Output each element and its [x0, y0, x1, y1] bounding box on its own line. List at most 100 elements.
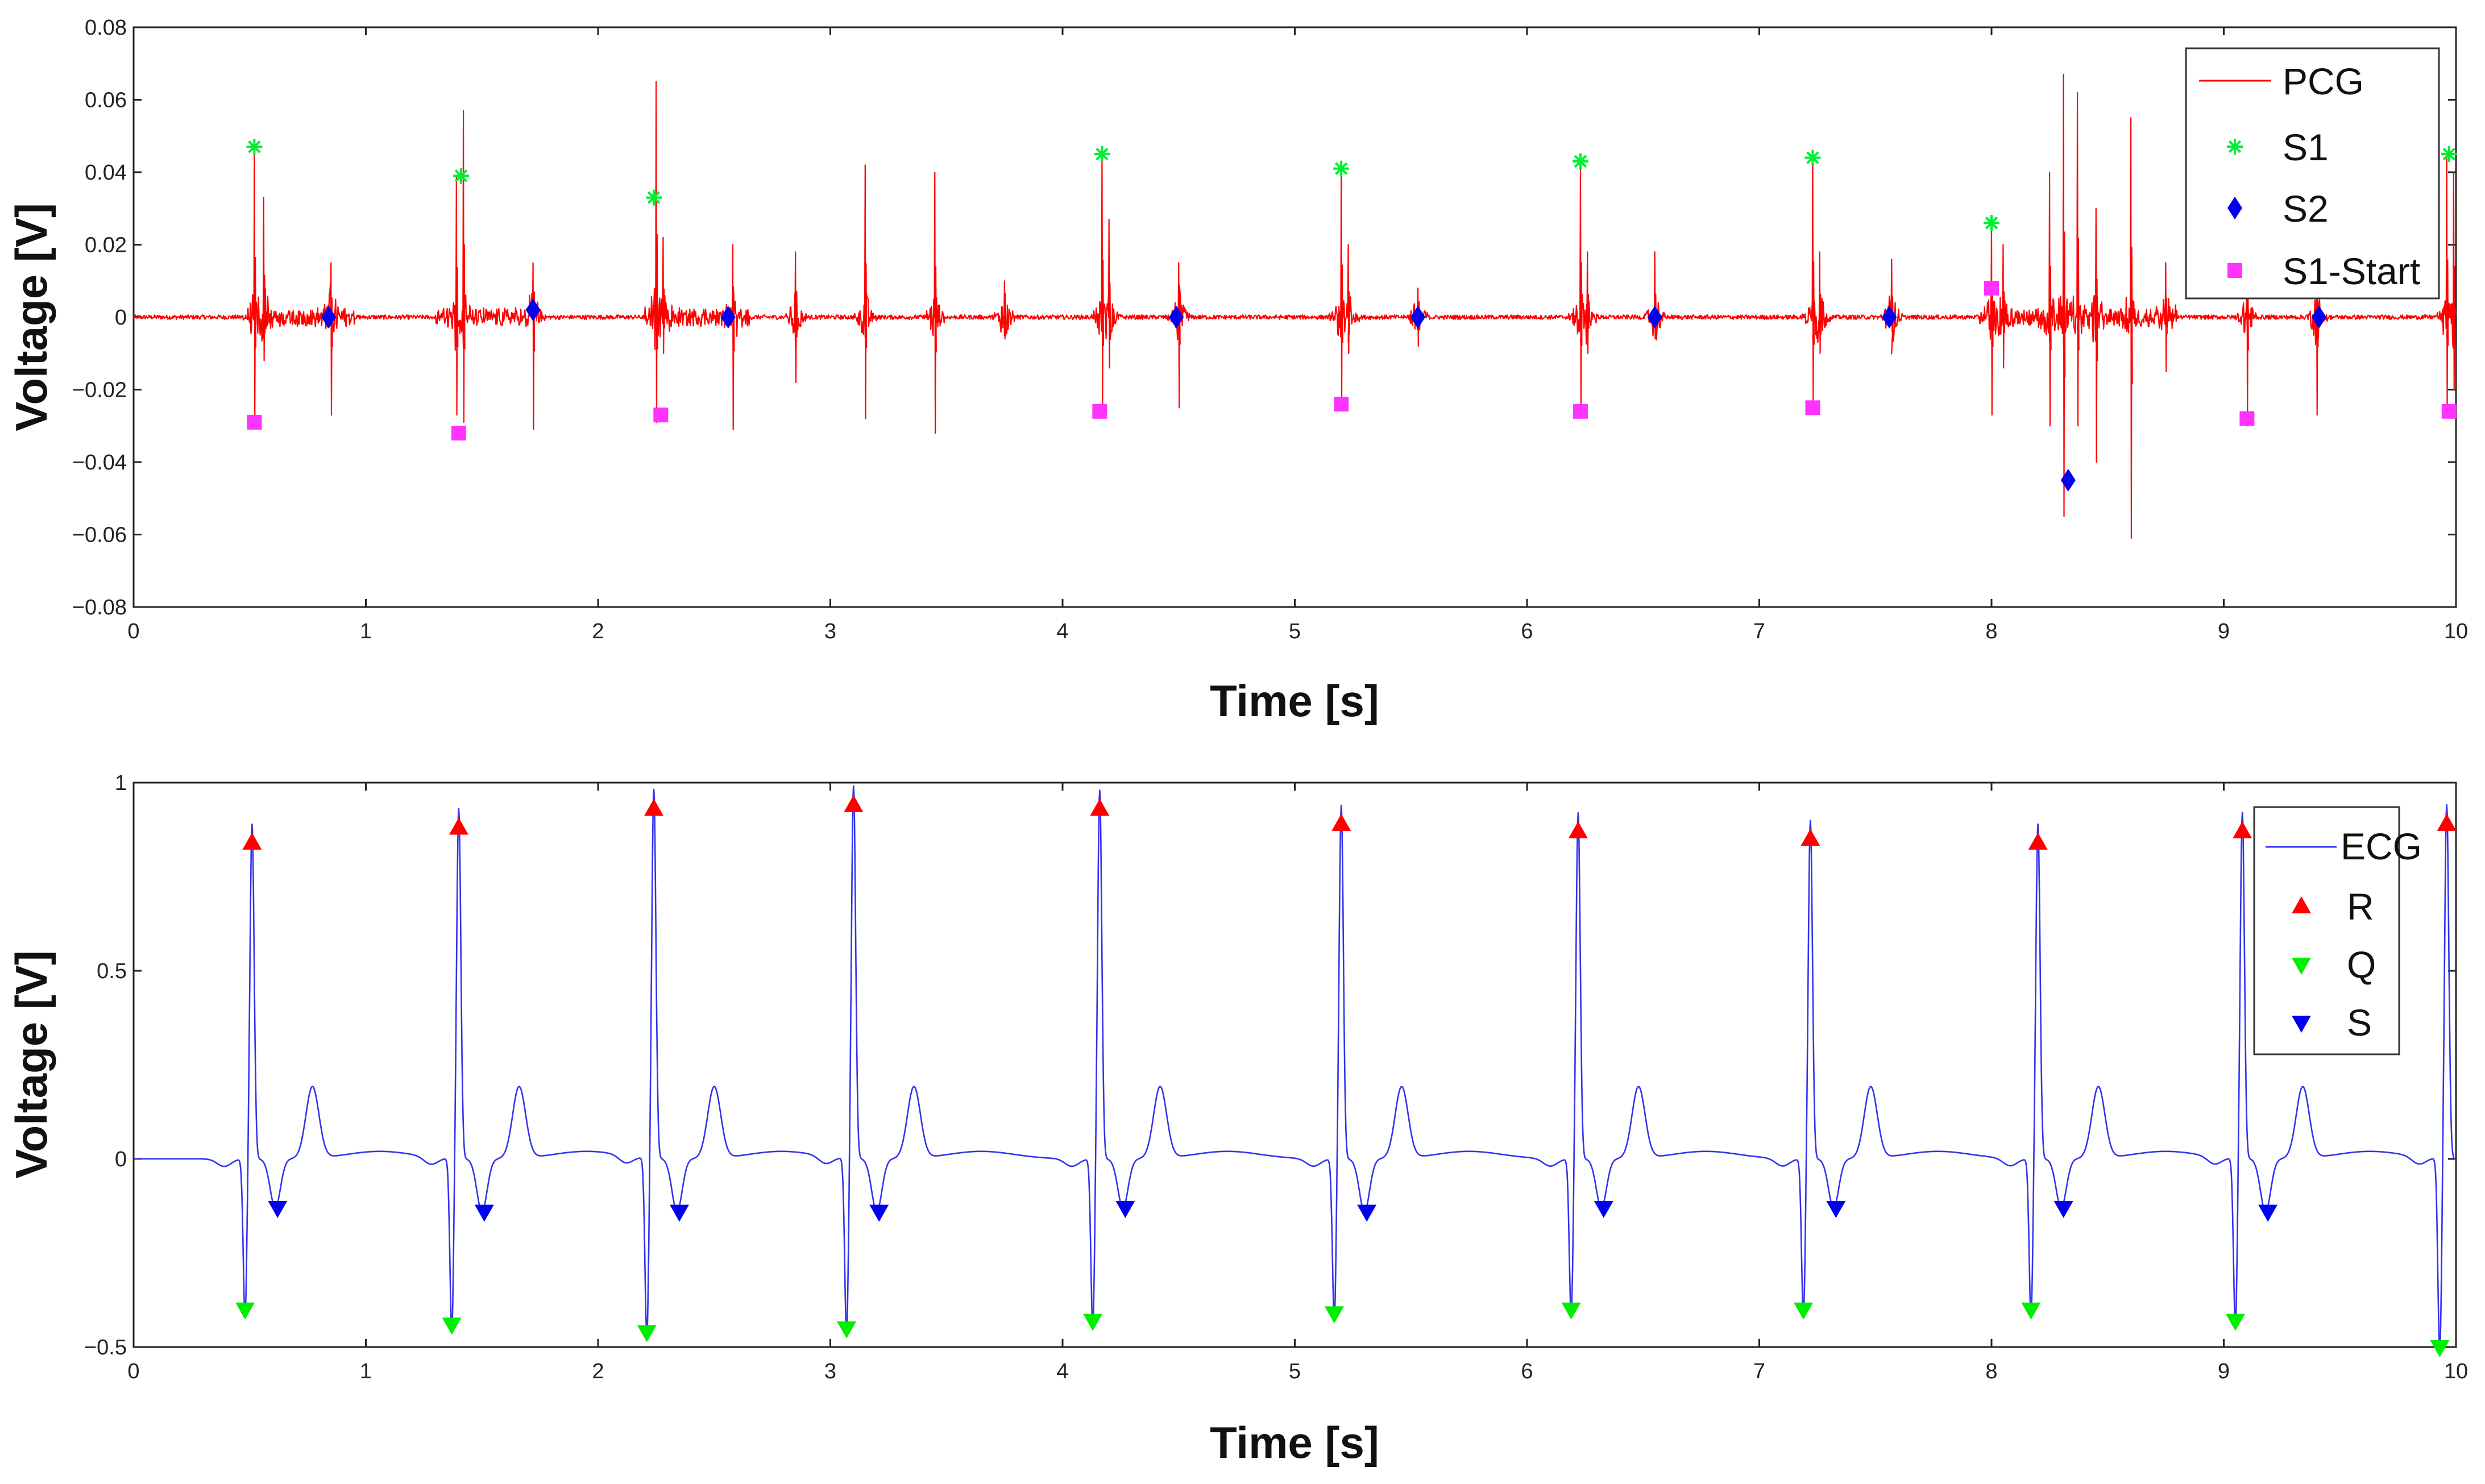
pcg-ticks: 0 1 2 3 4 5 6 7 8 9 10 −0.08 −0.06 −0.04 −0.02 0 0.02 0.0… [72, 16, 2468, 643]
ecg-legend-label-ecg: ECG [2341, 825, 2422, 867]
ecg-x-axis-label: Time [s] [1210, 1418, 1379, 1468]
ecg-markers [235, 795, 2457, 1357]
ecg-y-tick-label: −0.5 [84, 1336, 127, 1360]
ecg-marker-s [2053, 1201, 2073, 1219]
ecg-x-tick-label: 4 [1056, 1360, 1068, 1383]
ecg-x-tick-label: 1 [360, 1360, 372, 1383]
ecg-legend-label-q: Q [2347, 943, 2376, 986]
pcg-marker-s2 [1169, 306, 1184, 329]
ecg-plot-area [132, 782, 2457, 1348]
ecg-marker-r [449, 817, 468, 835]
pcg-marker-s2 [1647, 306, 1662, 329]
pcg-signal-line [132, 73, 2457, 539]
ecg-marker-s [869, 1204, 889, 1222]
pcg-marker-s1-start [2239, 411, 2255, 426]
pcg-y-tick-label: 0.06 [85, 89, 127, 113]
pcg-legend-label-pcg: PCG [2283, 60, 2364, 102]
ecg-marker-r [1568, 821, 1588, 839]
ecg-marker-q [1794, 1302, 1814, 1320]
pcg-marker-s2 [720, 306, 736, 329]
ecg-y-tick-label: 0.5 [97, 959, 127, 983]
ecg-marker-s [474, 1204, 494, 1222]
pcg-marker-s1 [246, 139, 263, 155]
pcg-y-tick-label: 0.02 [85, 234, 127, 257]
pcg-marker-s2 [1882, 306, 1897, 329]
pcg-y-tick-label: 0.04 [85, 161, 127, 185]
pcg-legend-s2-swatch [2227, 197, 2242, 219]
pcg-marker-s1 [2441, 146, 2457, 163]
pcg-x-tick-label: 3 [824, 620, 836, 643]
pcg-marker-s1 [646, 189, 662, 206]
ecg-marker-r [2437, 813, 2457, 831]
pcg-legend-label-s1: S1 [2283, 126, 2329, 168]
pcg-x-tick-label: 10 [2444, 620, 2468, 643]
ecg-marker-q [837, 1321, 857, 1338]
ecg-marker-q [2430, 1340, 2450, 1357]
pcg-marker-s1-start [1334, 397, 1349, 411]
ecg-x-tick-label: 5 [1289, 1360, 1301, 1383]
ecg-legend-box [2253, 806, 2400, 1055]
pcg-marker-s1 [1094, 146, 1110, 163]
ecg-marker-r [644, 799, 664, 816]
ecg-marker-r [1090, 799, 1110, 816]
pcg-legend-label-s1-start: S1-Start [2283, 250, 2420, 292]
ecg-marker-r [844, 795, 864, 812]
pcg-legend-box [2185, 47, 2440, 300]
ecg-legend: ECG R Q S [2253, 806, 2422, 1055]
ecg-marker-r [1331, 813, 1351, 831]
pcg-legend-s2-marker [2227, 197, 2242, 219]
pcg-marker-s2 [1410, 306, 1426, 329]
pcg-y-tick-label: 0 [115, 306, 127, 330]
pcg-x-tick-label: 0 [127, 620, 139, 643]
ecg-marker-s [268, 1201, 288, 1219]
ecg-y-axis-label: Voltage [V] [6, 950, 56, 1179]
pcg-y-tick-label: −0.02 [72, 379, 127, 402]
pcg-markers [246, 139, 2457, 492]
pcg-x-axis-label: Time [s] [1210, 676, 1379, 726]
ecg-legend-r-swatch [2292, 896, 2311, 913]
pcg-legend-s1-start-marker [2227, 263, 2242, 278]
pcg-marker-s1-start [451, 426, 466, 440]
pcg-x-tick-label: 8 [1985, 620, 1997, 643]
pcg-marker-s1-start [2441, 404, 2457, 419]
ecg-y-tick-label: 0 [115, 1148, 127, 1171]
pcg-x-tick-label: 7 [1753, 620, 1765, 643]
ecg-x-tick-label: 9 [2218, 1360, 2230, 1383]
pcg-marker-s1-start [653, 408, 669, 423]
pcg-marker-s1 [453, 168, 469, 184]
ecg-legend-label-r: R [2347, 886, 2374, 928]
pcg-marker-s1-start [1984, 281, 1999, 296]
ecg-y-tick-label: 1 [115, 771, 127, 795]
pcg-marker-s2 [525, 298, 541, 322]
pcg-y-tick-label: −0.06 [72, 523, 127, 547]
pcg-x-tick-label: 4 [1056, 620, 1068, 643]
pcg-x-tick-label: 6 [1521, 620, 1533, 643]
ecg-marker-q [235, 1302, 255, 1320]
pcg-y-tick-label: −0.04 [72, 451, 127, 475]
ecg-x-tick-label: 10 [2444, 1360, 2468, 1383]
pcg-x-tick-label: 5 [1289, 620, 1301, 643]
pcg-marker-s1-start [1573, 404, 1588, 419]
ecg-x-tick-label: 7 [1753, 1360, 1765, 1383]
ecg-legend-label-s: S [2347, 1001, 2372, 1044]
ecg-legend-r-marker [2292, 896, 2311, 913]
ecg-marker-s [1826, 1201, 1846, 1219]
ecg-marker-q [1324, 1306, 1344, 1324]
ecg-marker-s [2258, 1204, 2278, 1222]
ecg-panel: 0 1 2 3 4 5 6 7 8 9 10−0.500.51 Time [s] Voltage [… [6, 771, 2468, 1468]
ecg-marker-q [1561, 1302, 1581, 1320]
ecg-marker-r [2028, 832, 2048, 850]
ecg-marker-r [1801, 829, 1820, 846]
ecg-x-tick-label: 0 [127, 1360, 139, 1383]
ecg-legend-q-swatch [2292, 958, 2311, 975]
pcg-marker-s2 [2060, 468, 2076, 492]
pcg-marker-s1-start [247, 414, 262, 430]
ecg-marker-s [1357, 1204, 1377, 1222]
ecg-marker-q [442, 1317, 462, 1335]
ecg-legend-s-swatch [2292, 1016, 2311, 1033]
ecg-marker-r [2233, 821, 2252, 839]
pcg-legend-s1-start-swatch [2227, 263, 2242, 278]
pcg-legend: PCG S1 S2 S1-Start [2185, 47, 2440, 300]
pcg-x-tick-label: 9 [2218, 620, 2230, 643]
